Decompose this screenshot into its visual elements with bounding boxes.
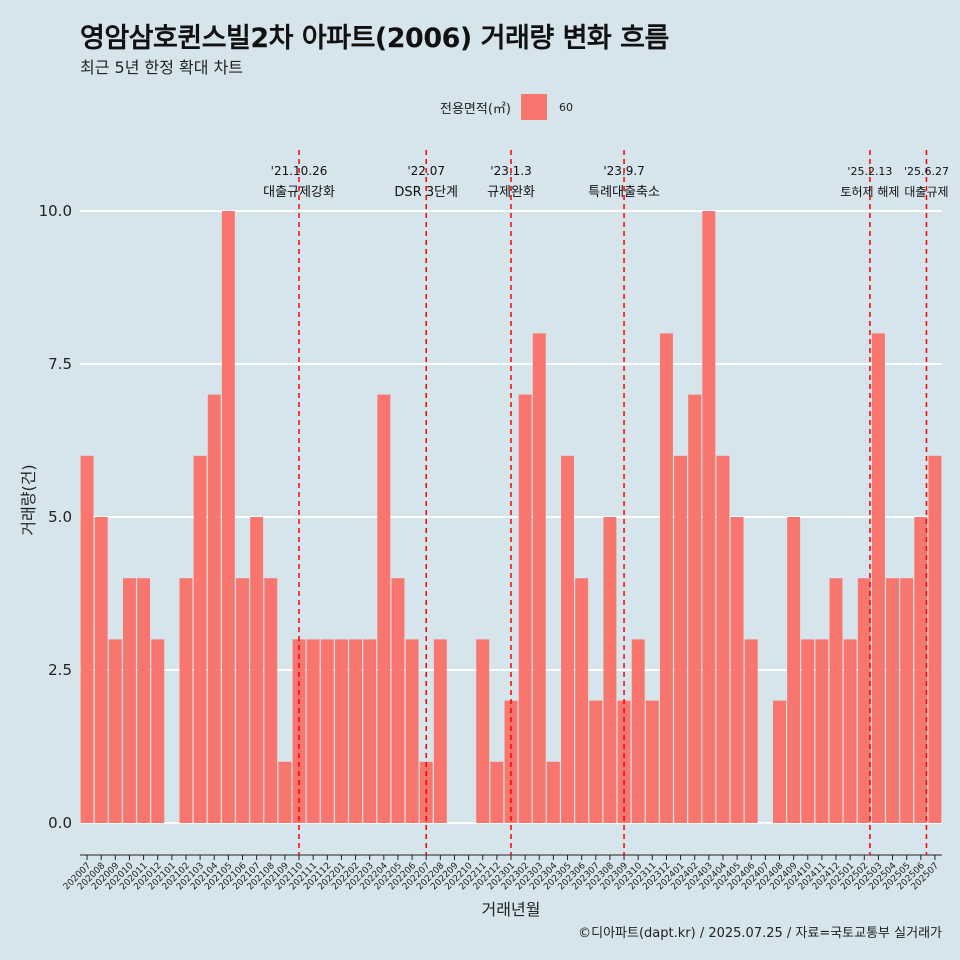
chart-subtitle: 최근 5년 한정 확대 차트 [80,58,244,77]
bar [94,517,108,823]
bar [433,639,447,823]
bar [787,517,801,823]
legend-item-label: 60 [558,100,573,114]
bar [801,639,815,823]
chart-title: 영암삼호퀸스빌2차 아파트(2006) 거래량 변화 흐름 [80,23,669,54]
bar [886,578,900,823]
bar [377,394,391,823]
bar [236,578,249,823]
bar [108,639,122,823]
bar [603,517,617,823]
bar [773,700,786,823]
bar [900,578,914,823]
bar [179,578,193,823]
bar [857,578,871,823]
bar [645,700,659,823]
bar [546,761,560,823]
x-axis-title: 거래년월 [482,900,541,919]
bar [688,394,702,823]
bar [334,639,348,823]
bar [122,578,136,823]
bar [561,455,574,823]
legend-title: 전용면적(㎡) [440,101,511,117]
event-label: 규제완화 [487,185,535,200]
bar [250,517,264,823]
event-date-label: '25.2.13 [847,165,892,178]
bar [292,639,306,823]
bar [405,639,419,823]
bar [829,578,843,823]
bar [80,455,94,823]
bar [504,700,518,823]
bar [151,639,165,823]
bar [617,700,631,823]
bar [702,211,716,823]
bar [659,333,673,823]
legend-swatch [520,94,547,120]
y-tick-label: 7.5 [48,355,72,373]
bar [871,333,885,823]
bar [207,394,221,823]
bar [730,517,744,823]
source-caption: ©디아파트(dapt.kr) / 2025.07.25 / 자료=국토교통부 실… [578,926,942,941]
bar [221,211,235,823]
event-label: 특례대출축소 [588,185,660,200]
bar [843,639,857,823]
y-axis-title: 거래량(건) [19,464,38,535]
event-label: DSR 3단계 [394,185,458,200]
bar [532,333,546,823]
bar [490,761,504,823]
bar [278,761,292,823]
legend: 전용면적(㎡) 60 [440,94,573,120]
event-date-label: '21.10.26 [271,164,328,178]
bar [914,517,928,823]
event-label: 대출규제강화 [263,185,335,200]
bar [137,578,151,823]
bar [928,455,942,823]
bar [518,394,532,823]
event-date-label: '23.9.7 [603,164,644,178]
bar [264,578,278,823]
bar [716,455,730,823]
bar [674,455,688,823]
bar [363,639,377,823]
y-tick-label: 0.0 [48,814,72,832]
event-label: 대출규제 [904,185,948,199]
event-date-label: '23.1.3 [490,164,531,178]
y-tick-label: 5.0 [48,508,72,526]
bar [193,455,207,823]
bar [575,578,589,823]
bar [349,639,363,823]
y-tick-label: 10.0 [39,202,72,220]
y-tick-label: 2.5 [48,661,72,679]
bar [306,639,320,823]
bar [320,639,334,823]
event-date-label: '25.6.27 [904,165,949,178]
bar [631,639,645,823]
event-date-label: '22.07 [407,164,445,178]
bar [815,639,829,823]
bar [476,639,490,823]
bar [589,700,603,823]
bar [744,639,758,823]
bar [391,578,405,823]
event-label: 토허제 해제 [840,185,899,199]
